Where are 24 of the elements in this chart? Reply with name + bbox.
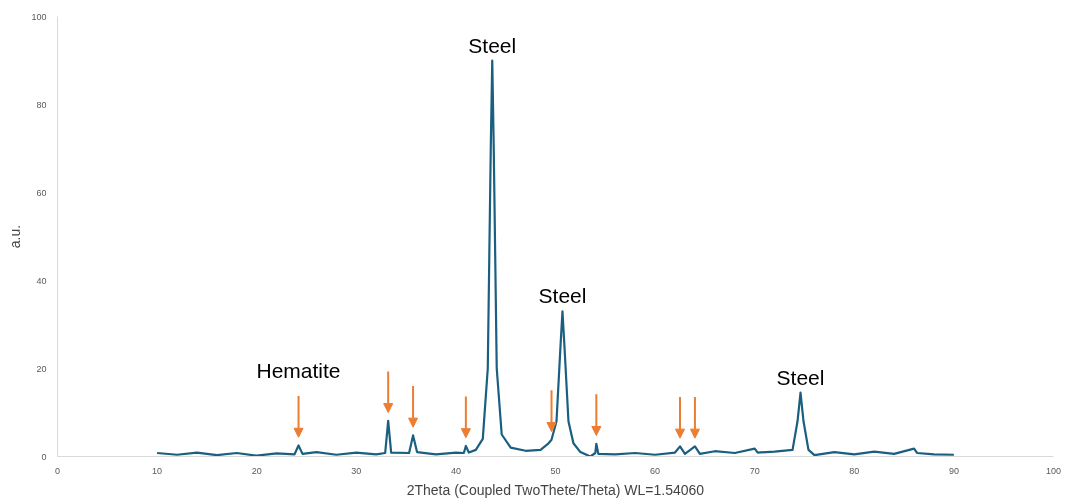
y-tick-label: 100 xyxy=(31,11,47,22)
x-tick-label: 60 xyxy=(650,465,661,476)
y-tick-label: 40 xyxy=(36,275,47,286)
x-tick-label: 50 xyxy=(550,465,561,476)
x-tick-label: 0 xyxy=(55,465,61,476)
annotation: Steel xyxy=(468,33,517,57)
y-tick-label: 60 xyxy=(36,187,47,198)
x-axis-title: 2Theta (Coupled TwoThete/Theta) WL=1.54060 xyxy=(406,481,705,498)
x-tick-label: 30 xyxy=(351,465,362,476)
x-tick-label: 20 xyxy=(251,465,262,476)
line-series xyxy=(156,59,955,457)
x-tick-label: 70 xyxy=(749,465,760,476)
x-tick-label: 40 xyxy=(450,465,461,476)
x-tick-label: 80 xyxy=(849,465,860,476)
y-tick-label: 0 xyxy=(41,451,47,462)
x-tick-label: 10 xyxy=(152,465,163,476)
y-tick-label: 20 xyxy=(36,363,47,374)
x-tick-label: 100 xyxy=(1045,465,1062,476)
annotation: Steel xyxy=(776,365,825,389)
annotation: Steel xyxy=(538,284,587,308)
y-axis-title: a.u. xyxy=(7,224,24,249)
y-tick-label: 80 xyxy=(36,99,47,110)
x-tick-label: 90 xyxy=(948,465,959,476)
annotation: Hematite xyxy=(256,358,341,382)
